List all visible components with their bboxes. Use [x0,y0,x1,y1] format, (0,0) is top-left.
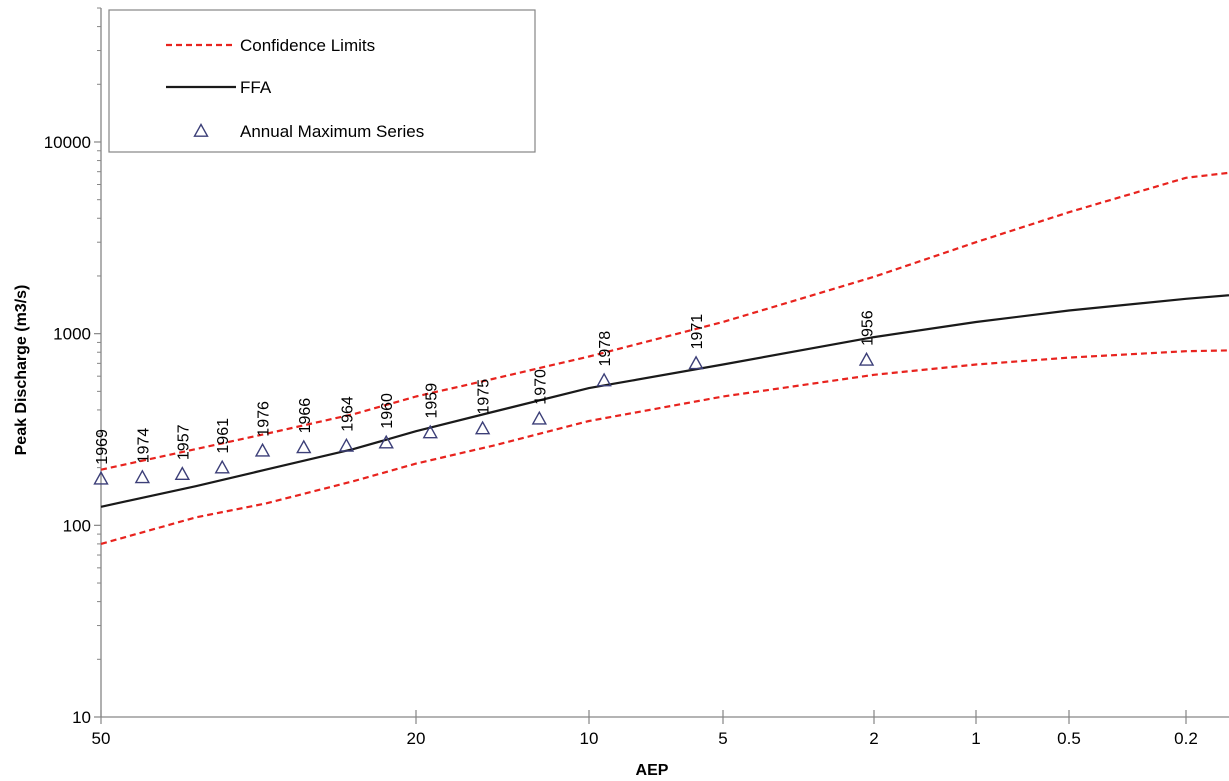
point-labels-layer: 1969 1974 1957 1961 1976 1966 1964 1960 1959 1975… [94,310,877,464]
legend-box [108,9,536,153]
observation-marker [134,469,151,484]
observation-year-label: 1957 [175,424,192,460]
series-layer [100,171,1229,545]
observation-year-label: 1976 [256,401,273,437]
legend-label: FFA [240,78,272,97]
y-tick-label: 1000 [53,325,91,344]
observation-year-label: 1975 [476,379,493,415]
y-tick-label: 100 [63,516,91,535]
x-tick-label: 0.5 [1057,729,1081,748]
y-axis-title: Peak Discharge (m3/s) [13,285,30,456]
axes [100,8,1229,718]
x-tick-label: 20 [407,729,426,748]
legend-swatch-triangle [193,123,209,137]
x-tick-label: 50 [92,729,111,748]
observation-marker [296,439,312,454]
observation-year-label: 1960 [379,393,396,429]
observation-marker [858,351,875,366]
observation-marker [378,434,394,449]
x-tick-label: 5 [718,729,727,748]
observation-year-label: 1961 [215,418,232,454]
observation-year-label: 1970 [532,369,549,405]
x-tick-label: 10 [580,729,599,748]
observation-year-label: 1978 [597,331,614,367]
legend-label: Confidence Limits [240,36,375,55]
ticks: 10 100 1000 10000 50 20 10 5 2 1 0.5 0.2 [44,7,1198,748]
lower-confidence-line [100,349,1229,545]
observation-year-label: 1969 [94,429,111,465]
x-tick-label: 0.2 [1174,729,1198,748]
observation-year-label: 1959 [423,383,440,419]
observation-marker [596,372,612,387]
observations-layer [93,351,875,485]
legend-label: Annual Maximum Series [240,122,424,141]
observation-year-label: 1966 [297,398,314,434]
observation-marker [254,442,271,457]
observation-marker [93,470,109,485]
observation-marker [338,437,355,452]
observation-marker [688,355,704,370]
observation-marker [531,410,548,425]
y-tick-label: 10 [72,708,91,727]
legend: Confidence Limits FFA Annual Maximum Serie… [108,9,536,153]
observation-year-label: 1964 [339,396,356,432]
ffa-line [100,294,1229,508]
observation-year-label: 1971 [689,314,706,350]
observation-year-label: 1956 [860,310,877,346]
upper-confidence-line [100,171,1229,471]
observation-marker [422,424,438,439]
observation-marker [174,466,191,481]
observation-marker [214,459,230,474]
x-tick-label: 1 [971,729,980,748]
observation-marker [474,420,491,435]
observation-year-label: 1974 [135,428,152,464]
x-axis-title: AEP [636,762,669,779]
y-tick-label: 10000 [44,133,91,152]
x-tick-label: 2 [869,729,878,748]
